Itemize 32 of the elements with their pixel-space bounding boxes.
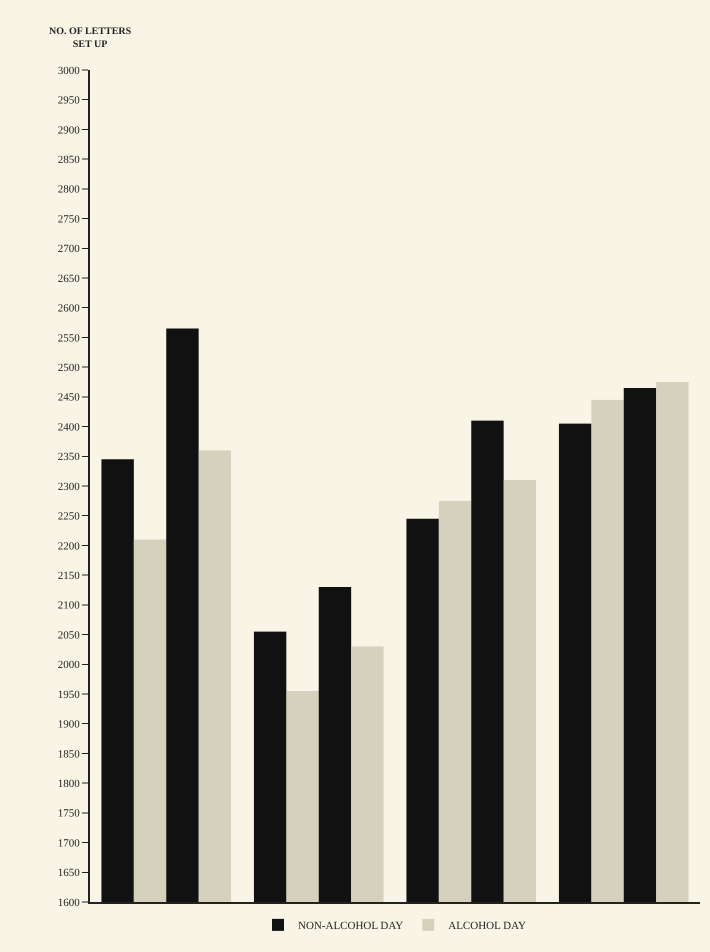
y-tick-label: 1650 xyxy=(58,867,80,880)
y-tick-label: 2000 xyxy=(58,659,80,672)
y-tick-label: 2700 xyxy=(58,243,80,256)
y-tick-label: 1950 xyxy=(58,688,80,701)
y-tick-label: 2450 xyxy=(58,392,80,404)
y-axis-title: NO. OF LETTERS SET UP xyxy=(49,26,132,50)
y-tick-label: 2200 xyxy=(58,540,80,552)
y-tick-label: 2600 xyxy=(58,302,80,315)
y-tick-label: 2650 xyxy=(58,272,80,285)
y-tick-label: 2750 xyxy=(58,213,80,226)
y-tick-label: 2550 xyxy=(58,332,80,344)
y-tick-label: 2400 xyxy=(58,421,80,434)
y-tick-label: 2250 xyxy=(58,510,80,523)
y-tick-label: 3000 xyxy=(58,64,80,77)
y-tick-label: 2150 xyxy=(58,570,80,582)
y-tick-label: 1600 xyxy=(58,896,80,909)
y-tick-label: 1700 xyxy=(58,837,80,850)
y-tick-label: 1800 xyxy=(58,778,80,790)
y-tick-label: 2350 xyxy=(58,451,80,464)
legend-label: NON-ALCOHOL DAY xyxy=(298,920,404,932)
y-tick-label: 2500 xyxy=(58,362,80,374)
y-tick-label: 1900 xyxy=(58,718,80,731)
legend-label: ALCOHOL DAY xyxy=(448,920,526,932)
y-tick-label: 2800 xyxy=(58,184,80,196)
y-tick-label: 2900 xyxy=(58,124,80,136)
y-tick-label: 2050 xyxy=(58,629,80,642)
y-tick-label: 2100 xyxy=(58,600,80,612)
y-tick-label: 1750 xyxy=(58,808,80,820)
y-tick-label: 2300 xyxy=(58,480,80,493)
y-tick-label: 2850 xyxy=(58,154,80,166)
y-tick-label: 2950 xyxy=(58,94,80,107)
y-tick-label: 1850 xyxy=(58,748,80,760)
